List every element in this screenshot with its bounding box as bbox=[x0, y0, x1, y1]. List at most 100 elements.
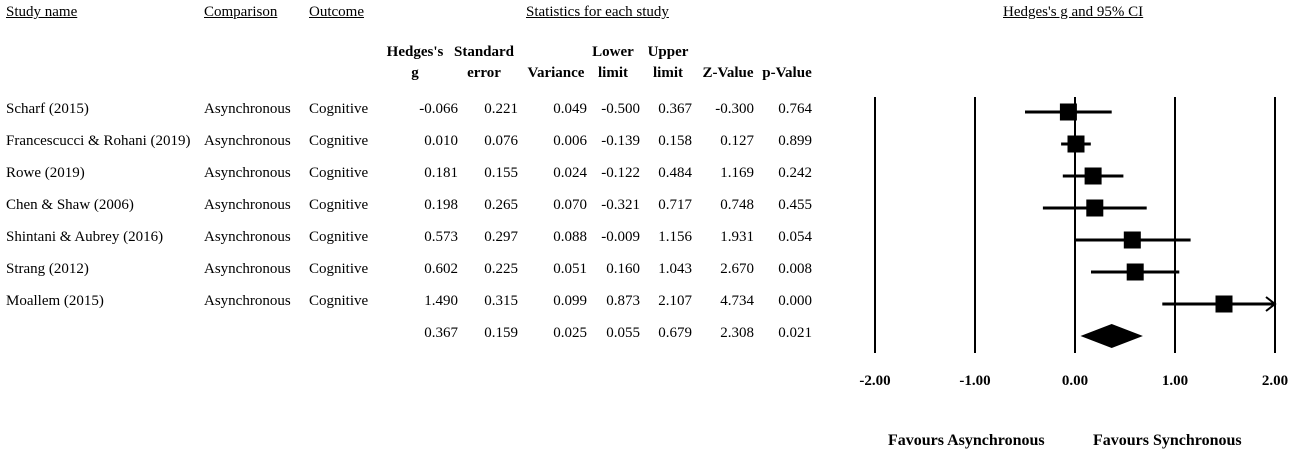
favours-right-label: Favours Synchronous bbox=[1093, 432, 1242, 449]
stat-col-header-line2: limit bbox=[598, 65, 628, 81]
stat-cell-g: 0.181 bbox=[424, 165, 458, 181]
stat-cell-z: 2.670 bbox=[720, 261, 754, 277]
axis-tick-label: 0.00 bbox=[1061, 373, 1089, 389]
stat-cell-p: 0.455 bbox=[778, 197, 812, 213]
comparison-cell: Asynchronous bbox=[204, 229, 291, 245]
study-name-cell: Rowe (2019) bbox=[6, 165, 85, 181]
stat-cell-upper: 1.043 bbox=[658, 261, 692, 277]
outcome-cell: Cognitive bbox=[309, 293, 369, 309]
stat-cell-lower: 0.160 bbox=[606, 261, 640, 277]
stat-col-header-line2: error bbox=[467, 65, 501, 81]
study-marker bbox=[1086, 199, 1104, 217]
stat-cell-z: 1.169 bbox=[720, 165, 754, 181]
stat-col-header: Variance bbox=[516, 42, 596, 84]
axis-tick-label: 1.00 bbox=[1161, 373, 1189, 389]
summary-cell-z: 2.308 bbox=[720, 325, 754, 341]
summary-cell-upper: 0.679 bbox=[658, 325, 692, 341]
stat-col-header: Upper limit bbox=[628, 42, 708, 84]
stat-col-header-line2: p-Value bbox=[762, 65, 812, 81]
comparison-cell: Asynchronous bbox=[204, 101, 291, 117]
study-name-cell: Moallem (2015) bbox=[6, 293, 104, 309]
stat-col-header-line1: Lower bbox=[592, 44, 634, 60]
axis-tick-label: -1.00 bbox=[959, 373, 991, 389]
stat-cell-se: 0.315 bbox=[484, 293, 518, 309]
stat-cell-g: -0.066 bbox=[419, 101, 458, 117]
summary-diamond bbox=[1080, 324, 1143, 348]
study-name-cell: Scharf (2015) bbox=[6, 101, 89, 117]
stat-cell-se: 0.076 bbox=[484, 133, 518, 149]
study-name-cell: Francescucci & Rohani (2019) bbox=[6, 133, 191, 149]
stat-col-header: Z-Value bbox=[688, 42, 768, 84]
stat-col-header-line1: Upper bbox=[647, 44, 689, 60]
study-marker bbox=[1059, 103, 1077, 121]
stat-cell-g: 0.010 bbox=[424, 133, 458, 149]
study-name-cell: Shintani & Aubrey (2016) bbox=[6, 229, 164, 245]
summary-cell-g: 0.367 bbox=[424, 325, 458, 341]
stat-cell-upper: 2.107 bbox=[658, 293, 692, 309]
stat-col-header: Lower limit bbox=[573, 42, 653, 84]
stat-cell-se: 0.297 bbox=[484, 229, 518, 245]
outcome-cell: Cognitive bbox=[309, 165, 369, 181]
stat-col-header: Hedges's g bbox=[375, 42, 455, 84]
stat-cell-var: 0.088 bbox=[553, 229, 587, 245]
stat-cell-lower: 0.873 bbox=[606, 293, 640, 309]
comparison-cell: Asynchronous bbox=[204, 261, 291, 277]
stat-cell-var: 0.099 bbox=[553, 293, 587, 309]
stat-cell-var: 0.070 bbox=[553, 197, 587, 213]
stat-cell-g: 0.573 bbox=[424, 229, 458, 245]
header-comparison: Comparison bbox=[204, 4, 278, 20]
header-outcome: Outcome bbox=[309, 4, 364, 20]
study-marker bbox=[1123, 231, 1141, 249]
stat-cell-upper: 1.156 bbox=[658, 229, 692, 245]
favours-left-label: Favours Asynchronous bbox=[888, 432, 1045, 449]
stat-col-header: p-Value bbox=[747, 42, 827, 84]
outcome-cell: Cognitive bbox=[309, 261, 369, 277]
stat-col-header-line2: limit bbox=[653, 65, 683, 81]
stat-cell-p: 0.000 bbox=[778, 293, 812, 309]
stat-cell-upper: 0.717 bbox=[658, 197, 692, 213]
stat-col-header-line1: Hedges's bbox=[386, 44, 444, 60]
stat-cell-z: 1.931 bbox=[720, 229, 754, 245]
study-marker bbox=[1084, 167, 1102, 185]
stat-cell-p: 0.899 bbox=[778, 133, 812, 149]
stat-cell-se: 0.265 bbox=[484, 197, 518, 213]
stat-cell-z: 0.748 bbox=[720, 197, 754, 213]
stat-col-header-line2: Z-Value bbox=[702, 65, 754, 81]
outcome-cell: Cognitive bbox=[309, 133, 369, 149]
stat-col-header-line2: g bbox=[411, 65, 419, 81]
stat-cell-g: 1.490 bbox=[424, 293, 458, 309]
stat-cell-p: 0.764 bbox=[778, 101, 812, 117]
summary-cell-lower: 0.055 bbox=[606, 325, 640, 341]
stat-cell-p: 0.054 bbox=[778, 229, 812, 245]
ci-arrow bbox=[1265, 296, 1277, 312]
study-marker bbox=[1067, 135, 1085, 153]
stat-cell-upper: 0.158 bbox=[658, 133, 692, 149]
outcome-cell: Cognitive bbox=[309, 197, 369, 213]
stat-cell-var: 0.051 bbox=[553, 261, 587, 277]
stat-col-header: Standard error bbox=[444, 42, 524, 84]
stat-cell-upper: 0.484 bbox=[658, 165, 692, 181]
stat-cell-var: 0.024 bbox=[553, 165, 587, 181]
study-name-cell: Chen & Shaw (2006) bbox=[6, 197, 134, 213]
study-marker bbox=[1126, 263, 1144, 281]
stat-cell-se: 0.221 bbox=[484, 101, 518, 117]
outcome-cell: Cognitive bbox=[309, 101, 369, 117]
stat-cell-lower: -0.009 bbox=[601, 229, 640, 245]
header-statistics: Statistics for each study bbox=[526, 4, 669, 20]
stat-cell-var: 0.006 bbox=[553, 133, 587, 149]
summary-cell-p: 0.021 bbox=[778, 325, 812, 341]
axis-tick-label: 2.00 bbox=[1261, 373, 1289, 389]
header-study-name: Study name bbox=[6, 4, 78, 20]
stat-col-header-line1: Standard bbox=[453, 44, 515, 60]
comparison-cell: Asynchronous bbox=[204, 133, 291, 149]
stat-cell-var: 0.049 bbox=[553, 101, 587, 117]
stat-cell-p: 0.242 bbox=[778, 165, 812, 181]
stat-cell-p: 0.008 bbox=[778, 261, 812, 277]
summary-cell-var: 0.025 bbox=[553, 325, 587, 341]
header-plot-title: Hedges's g and 95% CI bbox=[1003, 4, 1144, 20]
comparison-cell: Asynchronous bbox=[204, 197, 291, 213]
stat-cell-z: 4.734 bbox=[720, 293, 754, 309]
stat-cell-g: 0.602 bbox=[424, 261, 458, 277]
stat-cell-g: 0.198 bbox=[424, 197, 458, 213]
